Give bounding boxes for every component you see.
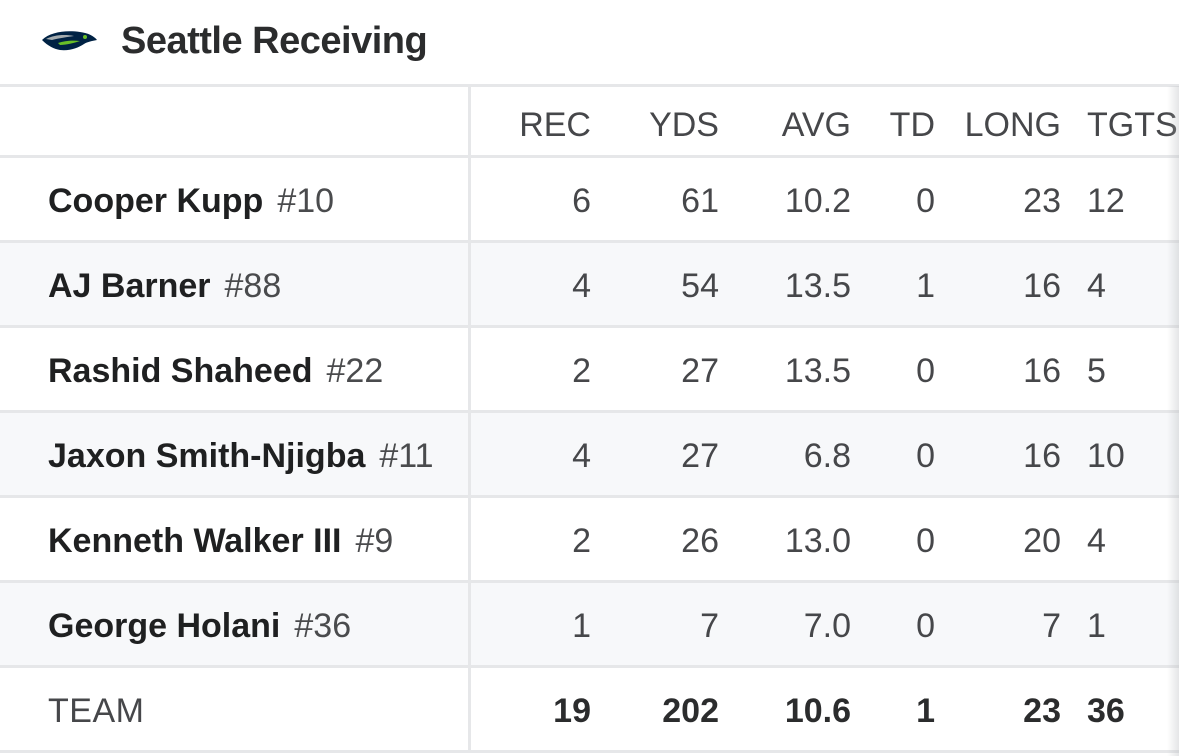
tgts-value: 12 bbox=[1087, 182, 1125, 220]
long-value: 7 bbox=[1042, 607, 1061, 645]
yds-value: 61 bbox=[681, 182, 719, 220]
td-value: 0 bbox=[916, 182, 935, 220]
rec-value: 4 bbox=[572, 437, 591, 475]
table-row: Jaxon Smith-Njigba #11 4 27 6.8 0 16 10 bbox=[0, 410, 1179, 495]
column-header-tgts[interactable]: TGTS bbox=[1087, 106, 1178, 144]
td-value: 0 bbox=[916, 352, 935, 390]
player-cell: George Holani #36 bbox=[0, 583, 471, 665]
avg-value: 13.0 bbox=[784, 522, 851, 560]
long-value: 16 bbox=[1023, 267, 1061, 305]
player-name-link[interactable]: Kenneth Walker III bbox=[48, 522, 342, 560]
team-tgts-value: 36 bbox=[1087, 692, 1125, 730]
rec-value: 2 bbox=[572, 352, 591, 390]
player-number: #22 bbox=[326, 352, 384, 390]
avg-value: 13.5 bbox=[784, 352, 851, 390]
tgts-value: 4 bbox=[1087, 522, 1106, 560]
player-number: #10 bbox=[277, 182, 335, 220]
long-value: 16 bbox=[1023, 352, 1061, 390]
tgts-value: 1 bbox=[1087, 607, 1106, 645]
team-avg-value: 10.6 bbox=[784, 692, 851, 730]
yds-value: 54 bbox=[681, 267, 719, 305]
tgts-value: 4 bbox=[1087, 267, 1106, 305]
long-value: 23 bbox=[1023, 182, 1061, 220]
table-row: Rashid Shaheed #22 2 27 13.5 0 16 5 bbox=[0, 325, 1179, 410]
team-td-value: 1 bbox=[916, 692, 935, 730]
tgts-value: 5 bbox=[1087, 352, 1106, 390]
avg-value: 6.8 bbox=[803, 437, 851, 475]
long-value: 16 bbox=[1023, 437, 1061, 475]
td-value: 0 bbox=[916, 607, 935, 645]
rec-value: 1 bbox=[572, 607, 591, 645]
receiving-stats-table: REC YDS AVG TD LONG TGTS Cooper Kupp #10 … bbox=[0, 84, 1179, 753]
player-cell: Kenneth Walker III #9 bbox=[0, 498, 471, 580]
seahawks-logo-icon bbox=[42, 31, 97, 51]
team-long-value: 23 bbox=[1023, 692, 1061, 730]
player-number: #9 bbox=[355, 522, 394, 560]
table-row: George Holani #36 1 7 7.0 0 7 1 bbox=[0, 580, 1179, 665]
avg-value: 7.0 bbox=[803, 607, 851, 645]
player-name-link[interactable]: George Holani bbox=[48, 607, 281, 645]
player-number: #36 bbox=[294, 607, 352, 645]
team-total-row: TEAM 19 202 10.6 1 23 36 bbox=[0, 665, 1179, 753]
title-bar: Seattle Receiving bbox=[0, 0, 1179, 86]
long-value: 20 bbox=[1023, 522, 1061, 560]
table-row: AJ Barner #88 4 54 13.5 1 16 4 bbox=[0, 240, 1179, 325]
td-value: 0 bbox=[916, 522, 935, 560]
player-name-link[interactable]: AJ Barner bbox=[48, 267, 211, 305]
avg-value: 10.2 bbox=[784, 182, 851, 220]
tgts-value: 10 bbox=[1087, 437, 1125, 475]
player-cell: Cooper Kupp #10 bbox=[0, 158, 471, 240]
rec-value: 4 bbox=[572, 267, 591, 305]
player-name-link[interactable]: Rashid Shaheed bbox=[48, 352, 313, 390]
player-cell: AJ Barner #88 bbox=[0, 243, 471, 325]
column-header-td[interactable]: TD bbox=[889, 106, 935, 144]
player-cell: Jaxon Smith-Njigba #11 bbox=[0, 413, 471, 495]
yds-value: 7 bbox=[700, 607, 719, 645]
yds-value: 27 bbox=[681, 352, 719, 390]
player-number: #88 bbox=[224, 267, 282, 305]
rec-value: 6 bbox=[572, 182, 591, 220]
team-total-label: TEAM bbox=[48, 692, 145, 730]
td-value: 0 bbox=[916, 437, 935, 475]
yds-value: 27 bbox=[681, 437, 719, 475]
table-row: Cooper Kupp #10 6 61 10.2 0 23 12 bbox=[0, 155, 1179, 240]
player-name-link[interactable]: Cooper Kupp bbox=[48, 182, 264, 220]
rec-value: 2 bbox=[572, 522, 591, 560]
horizontal-scroll-fade bbox=[1167, 86, 1179, 756]
player-number: #11 bbox=[379, 437, 434, 475]
column-header-rec[interactable]: REC bbox=[519, 106, 591, 144]
column-header-avg[interactable]: AVG bbox=[781, 106, 851, 144]
team-cell: TEAM bbox=[0, 668, 471, 750]
td-value: 1 bbox=[916, 267, 935, 305]
column-header-long[interactable]: LONG bbox=[964, 106, 1061, 144]
page-title: Seattle Receiving bbox=[121, 20, 428, 62]
table-row: Kenneth Walker III #9 2 26 13.0 0 20 4 bbox=[0, 495, 1179, 580]
yds-value: 26 bbox=[681, 522, 719, 560]
avg-value: 13.5 bbox=[784, 267, 851, 305]
table-header-row: REC YDS AVG TD LONG TGTS bbox=[0, 84, 1179, 155]
header-name-cell bbox=[0, 87, 471, 155]
player-cell: Rashid Shaheed #22 bbox=[0, 328, 471, 410]
player-name-link[interactable]: Jaxon Smith-Njigba bbox=[48, 437, 366, 475]
team-rec-value: 19 bbox=[553, 692, 591, 730]
team-yds-value: 202 bbox=[662, 692, 719, 730]
column-header-yds[interactable]: YDS bbox=[649, 106, 719, 144]
